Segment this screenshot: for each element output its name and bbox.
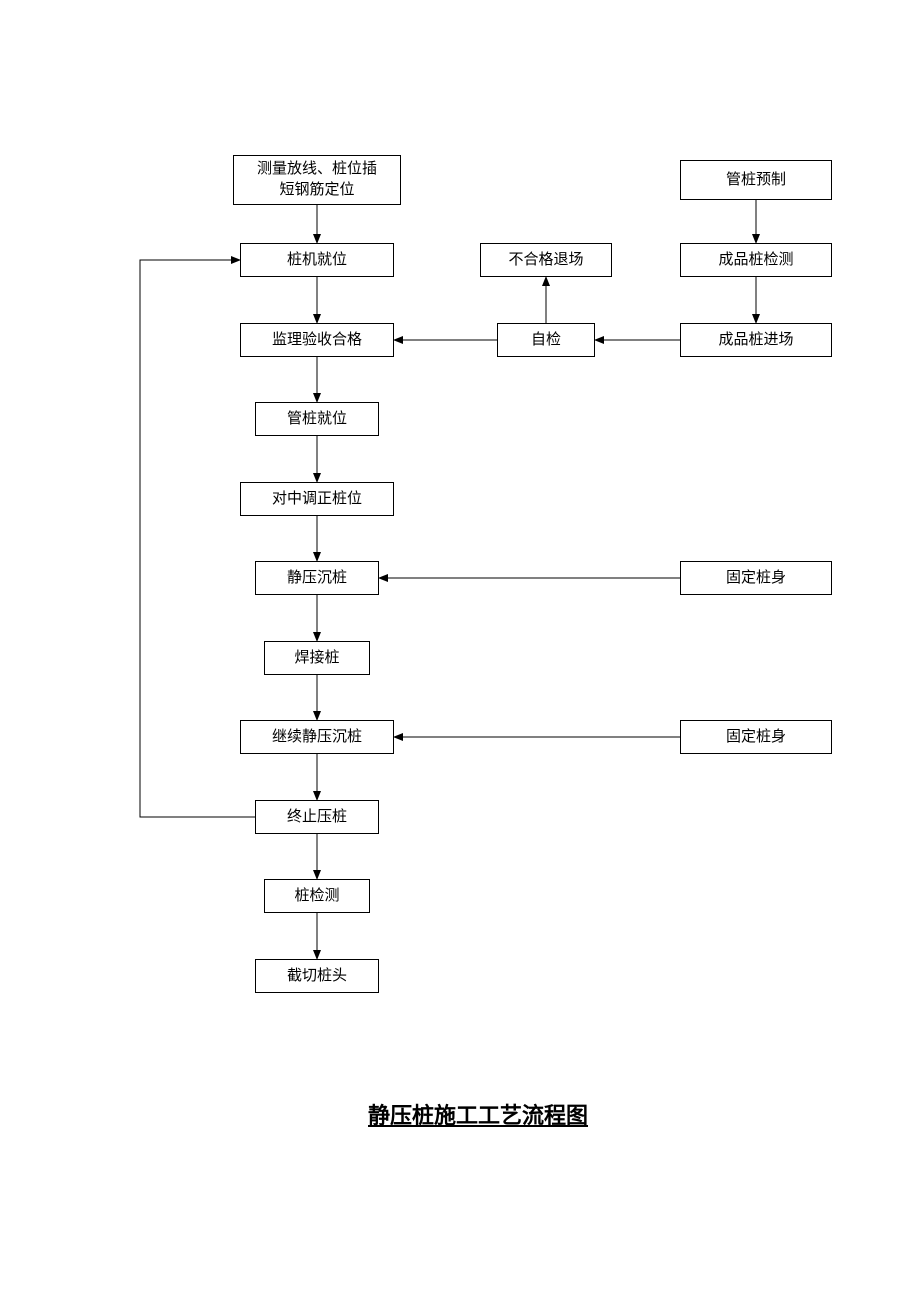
- flow-node-n6: 监理验收合格: [240, 323, 394, 357]
- flow-node-n11: 静压沉桩: [255, 561, 379, 595]
- flow-node-n2: 管桩预制: [680, 160, 832, 200]
- flow-node-n5: 成品桩检测: [680, 243, 832, 277]
- flow-node-n8: 成品桩进场: [680, 323, 832, 357]
- flow-node-n14: 继续静压沉桩: [240, 720, 394, 754]
- flow-node-n18: 截切桩头: [255, 959, 379, 993]
- flow-node-n17: 桩检测: [264, 879, 370, 913]
- flow-node-n10: 对中调正桩位: [240, 482, 394, 516]
- flow-node-n3: 桩机就位: [240, 243, 394, 277]
- flow-node-n1: 测量放线、桩位插 短钢筋定位: [233, 155, 401, 205]
- flow-node-n15: 固定桩身: [680, 720, 832, 754]
- flow-node-n4: 不合格退场: [480, 243, 612, 277]
- flow-node-n12: 固定桩身: [680, 561, 832, 595]
- diagram-caption: 静压桩施工工艺流程图: [368, 1098, 588, 1130]
- flow-node-n9: 管桩就位: [255, 402, 379, 436]
- flow-node-n7: 自检: [497, 323, 595, 357]
- flowchart: 测量放线、桩位插 短钢筋定位 管桩预制桩机就位 不合格退场 成品桩检测监理验收合格 自检…: [0, 0, 920, 1302]
- flow-node-n16: 终止压桩: [255, 800, 379, 834]
- flow-edge-n16-n3: [140, 260, 255, 817]
- flow-node-n13: 焊接桩: [264, 641, 370, 675]
